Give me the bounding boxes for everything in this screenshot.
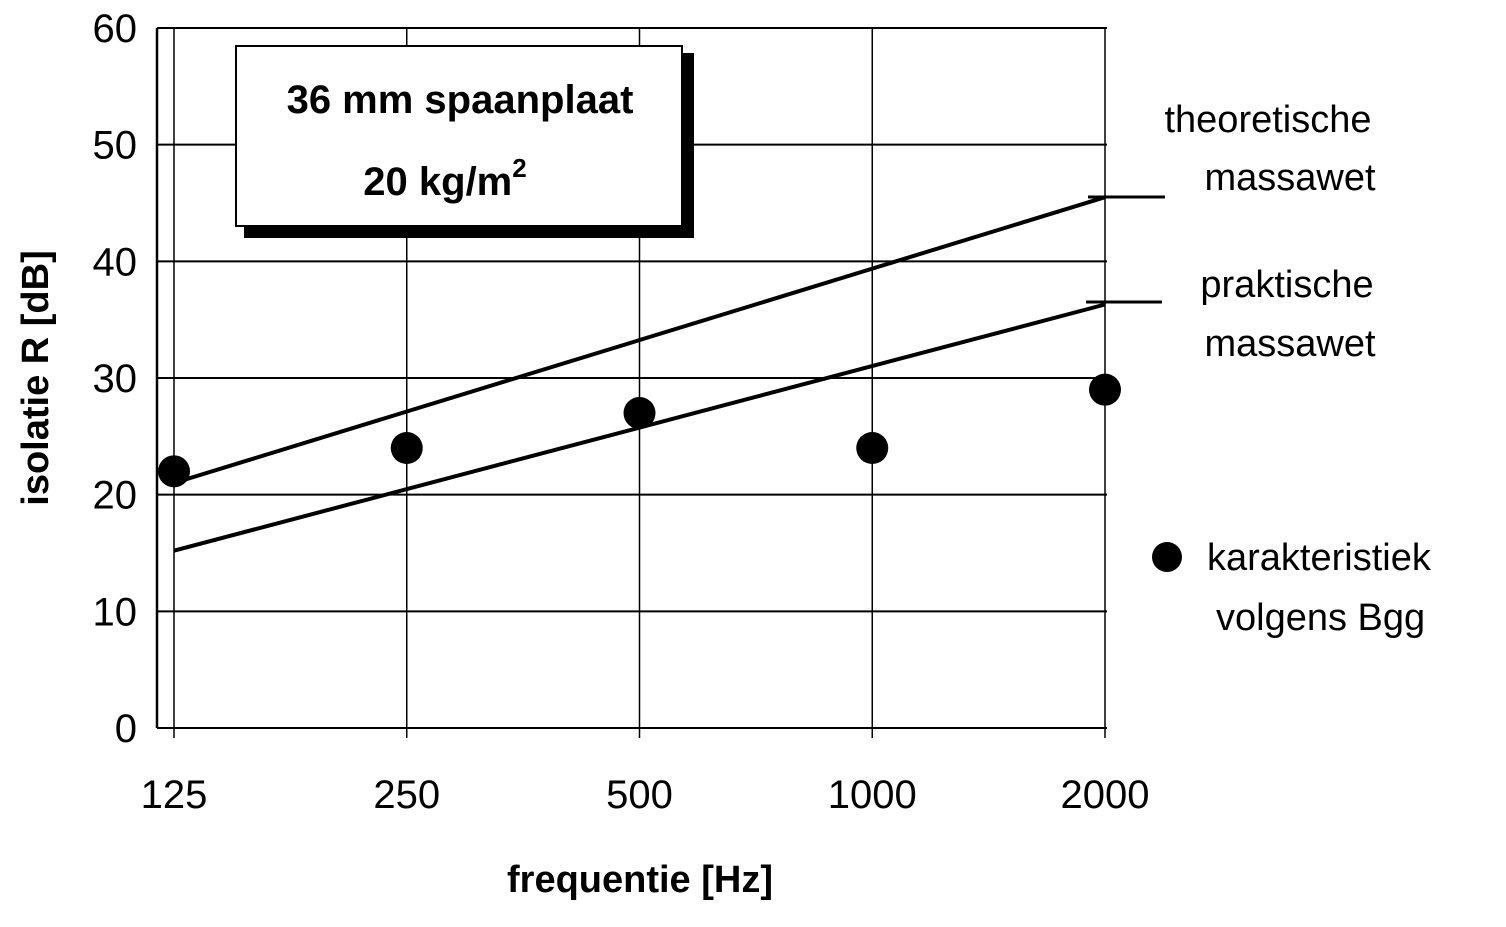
series-layer xyxy=(158,195,1121,553)
data-point-250 xyxy=(390,432,423,464)
series-line-0 xyxy=(173,195,1106,485)
legend-theoretische-line2: massawet xyxy=(1204,157,1375,199)
y-tick-label-40: 40 xyxy=(93,240,138,284)
legend-karakteristiek-marker xyxy=(1152,542,1182,572)
x-tick-label-1000: 1000 xyxy=(828,773,917,817)
annotation-line-2-base: 20 kg/m xyxy=(363,160,512,204)
legend: theoretische massawet praktische massawe… xyxy=(1086,99,1432,639)
x-tick-label-125: 125 xyxy=(141,773,208,817)
y-tick-label-20: 20 xyxy=(93,474,138,518)
legend-karakteristiek-line2: volgens Bgg xyxy=(1216,597,1425,639)
legend-theoretische-line1: theoretische xyxy=(1164,99,1371,141)
data-point-500 xyxy=(623,397,656,429)
y-axis-title: isolatie R [dB] xyxy=(15,250,57,505)
x-tick-label-250: 250 xyxy=(373,773,440,817)
legend-karakteristiek-line1: karakteristiek xyxy=(1207,537,1432,579)
annotation-box: 36 mm spaanplaat 20 kg/m2 xyxy=(235,45,694,238)
annotation-box-frame xyxy=(235,45,683,227)
annotation-line-2: 20 kg/m2 xyxy=(363,153,526,204)
data-point-125 xyxy=(158,455,190,488)
data-point-2000 xyxy=(1089,373,1121,406)
y-tick-label-10: 10 xyxy=(93,590,138,634)
y-tick-label-30: 30 xyxy=(93,357,138,401)
y-tick-labels: 0 10 20 30 40 50 60 xyxy=(93,7,138,751)
legend-praktische-line2: massawet xyxy=(1204,323,1375,365)
y-tick-label-0: 0 xyxy=(115,707,137,751)
x-tick-label-500: 500 xyxy=(606,773,673,817)
x-tick-label-2000: 2000 xyxy=(1061,773,1150,817)
x-axis-title: frequentie [Hz] xyxy=(507,859,773,901)
annotation-line-2-sup: 2 xyxy=(512,153,526,183)
legend-praktische-line1: praktische xyxy=(1200,264,1373,306)
y-tick-label-60: 60 xyxy=(93,7,138,51)
x-tick-labels: 125 250 500 1000 2000 xyxy=(141,773,1150,817)
y-tick-label-50: 50 xyxy=(93,124,138,168)
gridlines xyxy=(155,27,1107,738)
annotation-line-1: 36 mm spaanplaat xyxy=(287,78,634,122)
data-point-1000 xyxy=(856,432,889,464)
